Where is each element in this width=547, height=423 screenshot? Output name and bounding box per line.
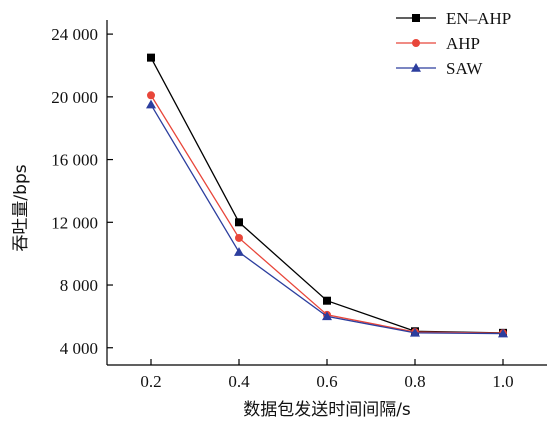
y-axis-title: 吞吐量/bps — [11, 164, 31, 251]
data-point — [498, 328, 508, 338]
legend-marker — [411, 63, 421, 72]
series-line — [150, 57, 504, 334]
x-axis-title: 数据包发送时间间隔/s — [243, 400, 411, 420]
data-point — [322, 311, 332, 321]
series-0 — [147, 53, 507, 337]
series-2 — [146, 99, 508, 338]
y-tick-label: 12 000 — [51, 213, 98, 232]
legend-label: AHP — [446, 34, 480, 53]
legend-item: EN–AHP — [396, 9, 511, 28]
legend-label: EN–AHP — [446, 9, 511, 28]
data-point — [235, 218, 243, 227]
x-tick-label: 0.8 — [404, 372, 425, 391]
x-tick-label: 0.6 — [316, 372, 337, 391]
data-point — [147, 91, 155, 100]
series-layer — [146, 53, 508, 338]
data-point — [147, 53, 155, 62]
legend-item: SAW — [396, 59, 483, 78]
x-tick-label: 0.4 — [228, 372, 250, 391]
y-tick-label: 16 000 — [51, 151, 98, 170]
legend-marker — [412, 39, 420, 47]
y-tick-label: 24 000 — [51, 25, 98, 44]
legend: EN–AHP AHP SAW — [396, 9, 511, 78]
x-tick-label: 0.2 — [140, 372, 161, 391]
legend-label: SAW — [446, 59, 483, 78]
y-tick-label: 8 000 — [60, 276, 98, 295]
data-point — [146, 99, 156, 109]
data-point — [234, 247, 244, 256]
data-point — [410, 327, 420, 337]
legend-item: AHP — [396, 34, 480, 53]
data-point — [323, 296, 331, 305]
legend-marker — [412, 14, 420, 22]
ticks: 4 000 8 000 12 000 16 000 20 000 24 000 0.2 0.4… — [51, 25, 513, 391]
x-tick-label: 1.0 — [492, 372, 513, 391]
y-tick-label: 20 000 — [51, 88, 98, 107]
y-tick-label: 4 000 — [60, 339, 98, 358]
data-point — [235, 233, 243, 242]
